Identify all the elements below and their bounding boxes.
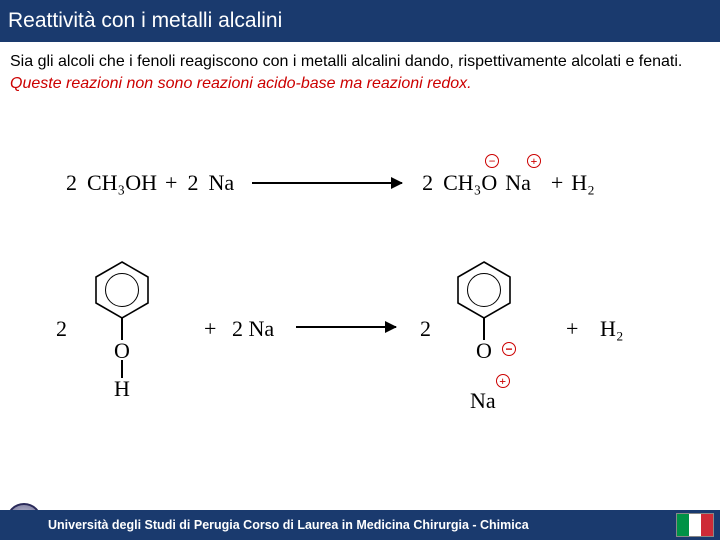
- paragraph-1: Sia gli alcoli che i fenoli reagiscono c…: [10, 52, 710, 72]
- plus-4: +: [566, 316, 578, 342]
- reagent-na: Na: [208, 170, 234, 196]
- plus-charge-icon: +: [527, 154, 541, 168]
- reagent-2na: 2 Na: [232, 316, 274, 342]
- product-h2: H₂: [571, 170, 595, 196]
- aromatic-circle-icon: [105, 273, 139, 307]
- slide-title: Reattività con i metalli alcalini: [8, 9, 282, 33]
- title-bar: Reattività con i metalli alcalini: [0, 0, 720, 42]
- reagent-ch3oh: CH₃OH: [87, 170, 157, 196]
- coef-a: 2: [56, 316, 67, 342]
- product-h2-b: H₂: [600, 316, 624, 342]
- plus-1: +: [165, 170, 177, 196]
- coef-b: 2: [420, 316, 431, 342]
- paragraph-2-redox: Queste reazioni non sono reazioni acido-…: [10, 74, 710, 94]
- product-methoxide: CH₃O −: [443, 170, 497, 196]
- na-label: Na: [470, 388, 496, 413]
- reaction-1-methanol: 2 CH₃OH + 2 Na 2 CH₃O − Na + + H₂: [60, 170, 660, 196]
- reaction-arrow-2: [296, 326, 396, 328]
- reaction-arrow-1: [252, 182, 402, 184]
- plus-2: +: [551, 170, 563, 196]
- methoxide-formula: CH₃O: [443, 170, 497, 195]
- footer-bar: Università degli Studi di Perugia Corso …: [0, 510, 720, 540]
- plus-3: +: [204, 316, 216, 342]
- bond-c-o: [121, 318, 123, 340]
- minus-charge-icon: −: [502, 342, 516, 356]
- phenolate-structure: O − Na +: [454, 260, 514, 320]
- reaction-2-phenol: 2 O H + 2 Na 2 O: [56, 260, 676, 440]
- oxygen-label-2: O: [476, 338, 492, 364]
- coef-3: 2: [422, 170, 433, 196]
- benzene-ring: [92, 260, 152, 320]
- coef-2: 2: [187, 170, 198, 196]
- benzene-ring-2: [454, 260, 514, 320]
- product-na-cation: Na +: [505, 170, 531, 196]
- na-cation-2: Na +: [470, 388, 496, 414]
- aromatic-circle-icon: [467, 273, 501, 307]
- bond-c-o-2: [483, 318, 485, 340]
- na-formula: Na: [505, 170, 531, 195]
- minus-charge-icon: −: [485, 154, 499, 168]
- italian-flag-icon: [676, 513, 714, 537]
- body-text: Sia gli alcoli che i fenoli reagiscono c…: [0, 42, 720, 94]
- footer-text: Università degli Studi di Perugia Corso …: [48, 518, 529, 532]
- phenol-structure: O H: [92, 260, 152, 320]
- hydrogen-label: H: [114, 376, 130, 402]
- coef-1: 2: [66, 170, 77, 196]
- plus-charge-icon: +: [496, 374, 510, 388]
